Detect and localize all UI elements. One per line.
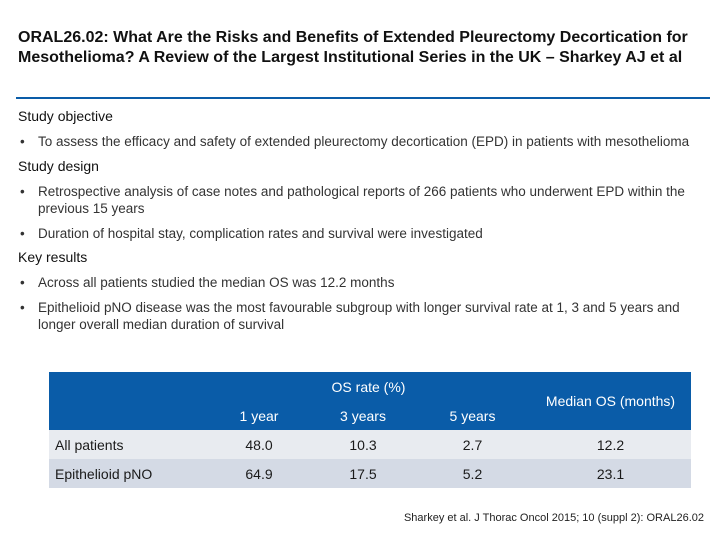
bullet-text: Retrospective analysis of case notes and…: [38, 183, 685, 217]
bullet-marker: •: [20, 275, 25, 290]
header-empty-cell: [49, 401, 207, 430]
results-bullet-2: • Epithelioid pNO disease was the most f…: [18, 299, 708, 334]
cell-value: 17.5: [311, 459, 415, 488]
cell-value: 64.9: [207, 459, 311, 488]
bullet-text: Epithelioid pNO disease was the most fav…: [38, 299, 680, 333]
bullet-marker: •: [20, 225, 25, 241]
median-os-header: Median OS (months): [545, 392, 676, 409]
citation: Sharkey et al. J Thorac Oncol 2015; 10 (…: [403, 512, 704, 524]
row-label: All patients: [49, 430, 207, 459]
bullet-text: Duration of hospital stay, complication …: [38, 225, 483, 241]
section-heading-objective: Study objective: [18, 108, 113, 124]
results-bullet-1: • Across all patients studied the median…: [18, 274, 708, 292]
bullet-marker: •: [20, 299, 25, 315]
bullet-text: Across all patients studied the median O…: [38, 275, 395, 290]
col-header-3-years: 3 years: [340, 407, 386, 424]
bullet-marker: •: [20, 134, 25, 149]
col-header-5-years: 5 years: [449, 407, 496, 424]
cell-value: 2.7: [415, 430, 530, 459]
bullet-marker: •: [20, 183, 25, 199]
title-divider: [16, 97, 710, 99]
design-bullet-2: • Duration of hospital stay, complicatio…: [18, 225, 708, 243]
cell-value: 5.2: [415, 459, 530, 488]
row-label: Epithelioid pNO: [49, 459, 207, 488]
section-heading-results: Key results: [18, 249, 88, 265]
cell-value: 10.3: [311, 430, 415, 459]
os-rate-group-header: OS rate (%): [331, 378, 406, 395]
slide-title: ORAL26.02: What Are the Risks and Benefi…: [18, 29, 688, 66]
header-empty-cell: [49, 372, 207, 401]
section-heading-design: Study design: [18, 157, 99, 174]
objective-bullet: • To assess the efficacy and safety of e…: [18, 133, 708, 151]
cell-value: 48.0: [207, 430, 311, 459]
table-row: Epithelioid pNO 64.9 17.5 5.2 23.1: [49, 459, 691, 488]
design-bullet-1: • Retrospective analysis of case notes a…: [18, 183, 708, 218]
results-table: OS rate (%) Median OS (months) 1 year 3 …: [49, 372, 691, 488]
cell-value: 23.1: [530, 459, 691, 488]
bullet-text: To assess the efficacy and safety of ext…: [38, 134, 690, 149]
table-row: All patients 48.0 10.3 2.7 12.2: [49, 430, 691, 459]
cell-value: 12.2: [530, 430, 691, 459]
slide-content: Study objective • To assess the efficacy…: [18, 108, 708, 341]
col-header-1-year: 1 year: [239, 407, 279, 424]
table-header-row-1: OS rate (%) Median OS (months): [49, 372, 691, 409]
